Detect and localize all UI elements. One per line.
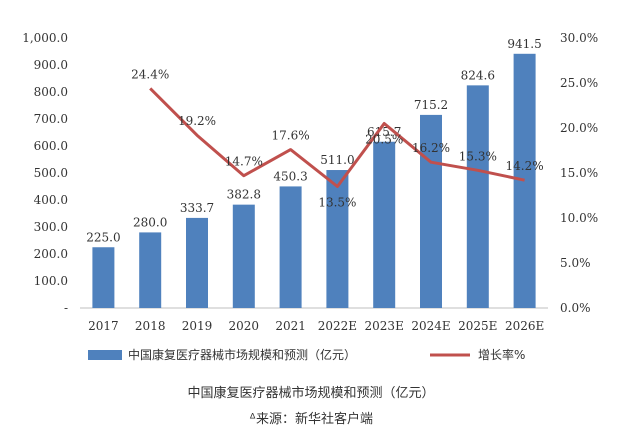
x-tick-label: 2024E <box>411 319 450 333</box>
rate-value-label: 14.7% <box>225 155 263 169</box>
rate-value-label: 14.2% <box>506 159 544 173</box>
legend-swatch-bar <box>88 350 122 360</box>
bar-value-label: 941.5 <box>507 37 541 51</box>
y-left-tick-label: 200.0 <box>34 247 68 261</box>
bar <box>279 186 302 308</box>
rate-value-label: 16.2% <box>412 141 450 155</box>
bar <box>139 232 162 308</box>
growth-rate-line <box>149 87 525 188</box>
rate-value-label: 24.4% <box>131 67 169 81</box>
bar <box>326 170 349 308</box>
bar-value-label: 715.2 <box>414 98 448 112</box>
y-right-tick-label: 10.0% <box>560 211 598 225</box>
y-left-tick-label: 700.0 <box>34 112 68 126</box>
y-right-tick-label: 30.0% <box>560 31 598 45</box>
bar <box>92 247 115 308</box>
rate-value-label: 13.5% <box>318 196 356 210</box>
bar-value-label: 333.7 <box>180 201 214 215</box>
bar <box>513 53 536 308</box>
caret-icon: ᐞ <box>248 412 257 427</box>
y-left-tick-label: 400.0 <box>34 193 68 207</box>
y-left-tick-label: 900.0 <box>34 58 68 72</box>
combo-chart: - 100.0 200.0 300.0 400.0 500.0 600.0 700.0 800.… <box>22 31 598 362</box>
figure-caption: 中国康复医疗器械市场规模和预测（亿元） <box>187 386 435 401</box>
y-right-tick-label: 20.0% <box>560 121 598 135</box>
bar-value-label: 450.3 <box>273 169 307 183</box>
x-tick-label: 2025E <box>458 319 497 333</box>
bar <box>186 217 208 308</box>
x-tick-label: 2017 <box>88 319 119 333</box>
bar-series: 225.0280.0333.7382.8450.3511.0615.7715.2… <box>86 37 542 308</box>
bar-value-label: 382.8 <box>227 188 261 202</box>
bar-value-label: 225.0 <box>86 230 120 244</box>
bar <box>373 141 396 308</box>
x-tick-label: 2018 <box>135 319 166 333</box>
bar-value-label: 511.0 <box>320 153 354 167</box>
x-tick-label: 2020 <box>229 319 260 333</box>
y-right-tick-label: 5.0% <box>560 256 591 270</box>
rate-value-label: 19.2% <box>178 114 216 128</box>
y-left-tick-label: 1,000.0 <box>22 31 68 45</box>
x-tick-label: 2021 <box>275 319 306 333</box>
y-right-tick-label: 25.0% <box>560 76 598 90</box>
y-left-tick-label: 300.0 <box>34 220 68 234</box>
bar-value-label: 280.0 <box>133 215 167 229</box>
x-tick-label: 2023E <box>365 319 404 333</box>
chart-axes: - 100.0 200.0 300.0 400.0 500.0 600.0 700.0 800.… <box>22 31 598 333</box>
rate-value-label: 20.5% <box>365 133 403 147</box>
x-tick-label: 2022E <box>318 319 357 333</box>
chart-legend: 中国康复医疗器械市场规模和预测（亿元） 增长率% <box>88 347 525 362</box>
source-text: 来源：新华社客户端 <box>256 412 374 427</box>
y-left-tick-label: 100.0 <box>34 274 68 288</box>
y-right-tick-label: 15.0% <box>560 166 598 180</box>
bar <box>232 204 255 308</box>
bar <box>466 85 489 308</box>
rate-value-label: 15.3% <box>459 149 497 163</box>
y-right-tick-label: 0.0% <box>560 301 591 315</box>
x-tick-label: 2019 <box>182 319 213 333</box>
rate-value-label: 17.6% <box>272 129 310 143</box>
y-left-tick-label: 800.0 <box>34 85 68 99</box>
y-left-tick-label: 500.0 <box>34 166 68 180</box>
y-left-tick-label: - <box>64 301 68 315</box>
bar-value-label: 824.6 <box>461 68 495 82</box>
growth-rate-series: 24.4% 19.2% 14.7% 17.6% 13.5% 20.5% 16.2% 15.3%… <box>131 67 544 209</box>
legend-label-line: 增长率% <box>478 347 525 362</box>
figure-source: ᐞ来源：新华社客户端 <box>0 408 622 427</box>
y-left-tick-label: 600.0 <box>34 139 68 153</box>
legend-label-bar: 中国康复医疗器械市场规模和预测（亿元） <box>128 347 356 362</box>
x-tick-label: 2026E <box>505 319 544 333</box>
